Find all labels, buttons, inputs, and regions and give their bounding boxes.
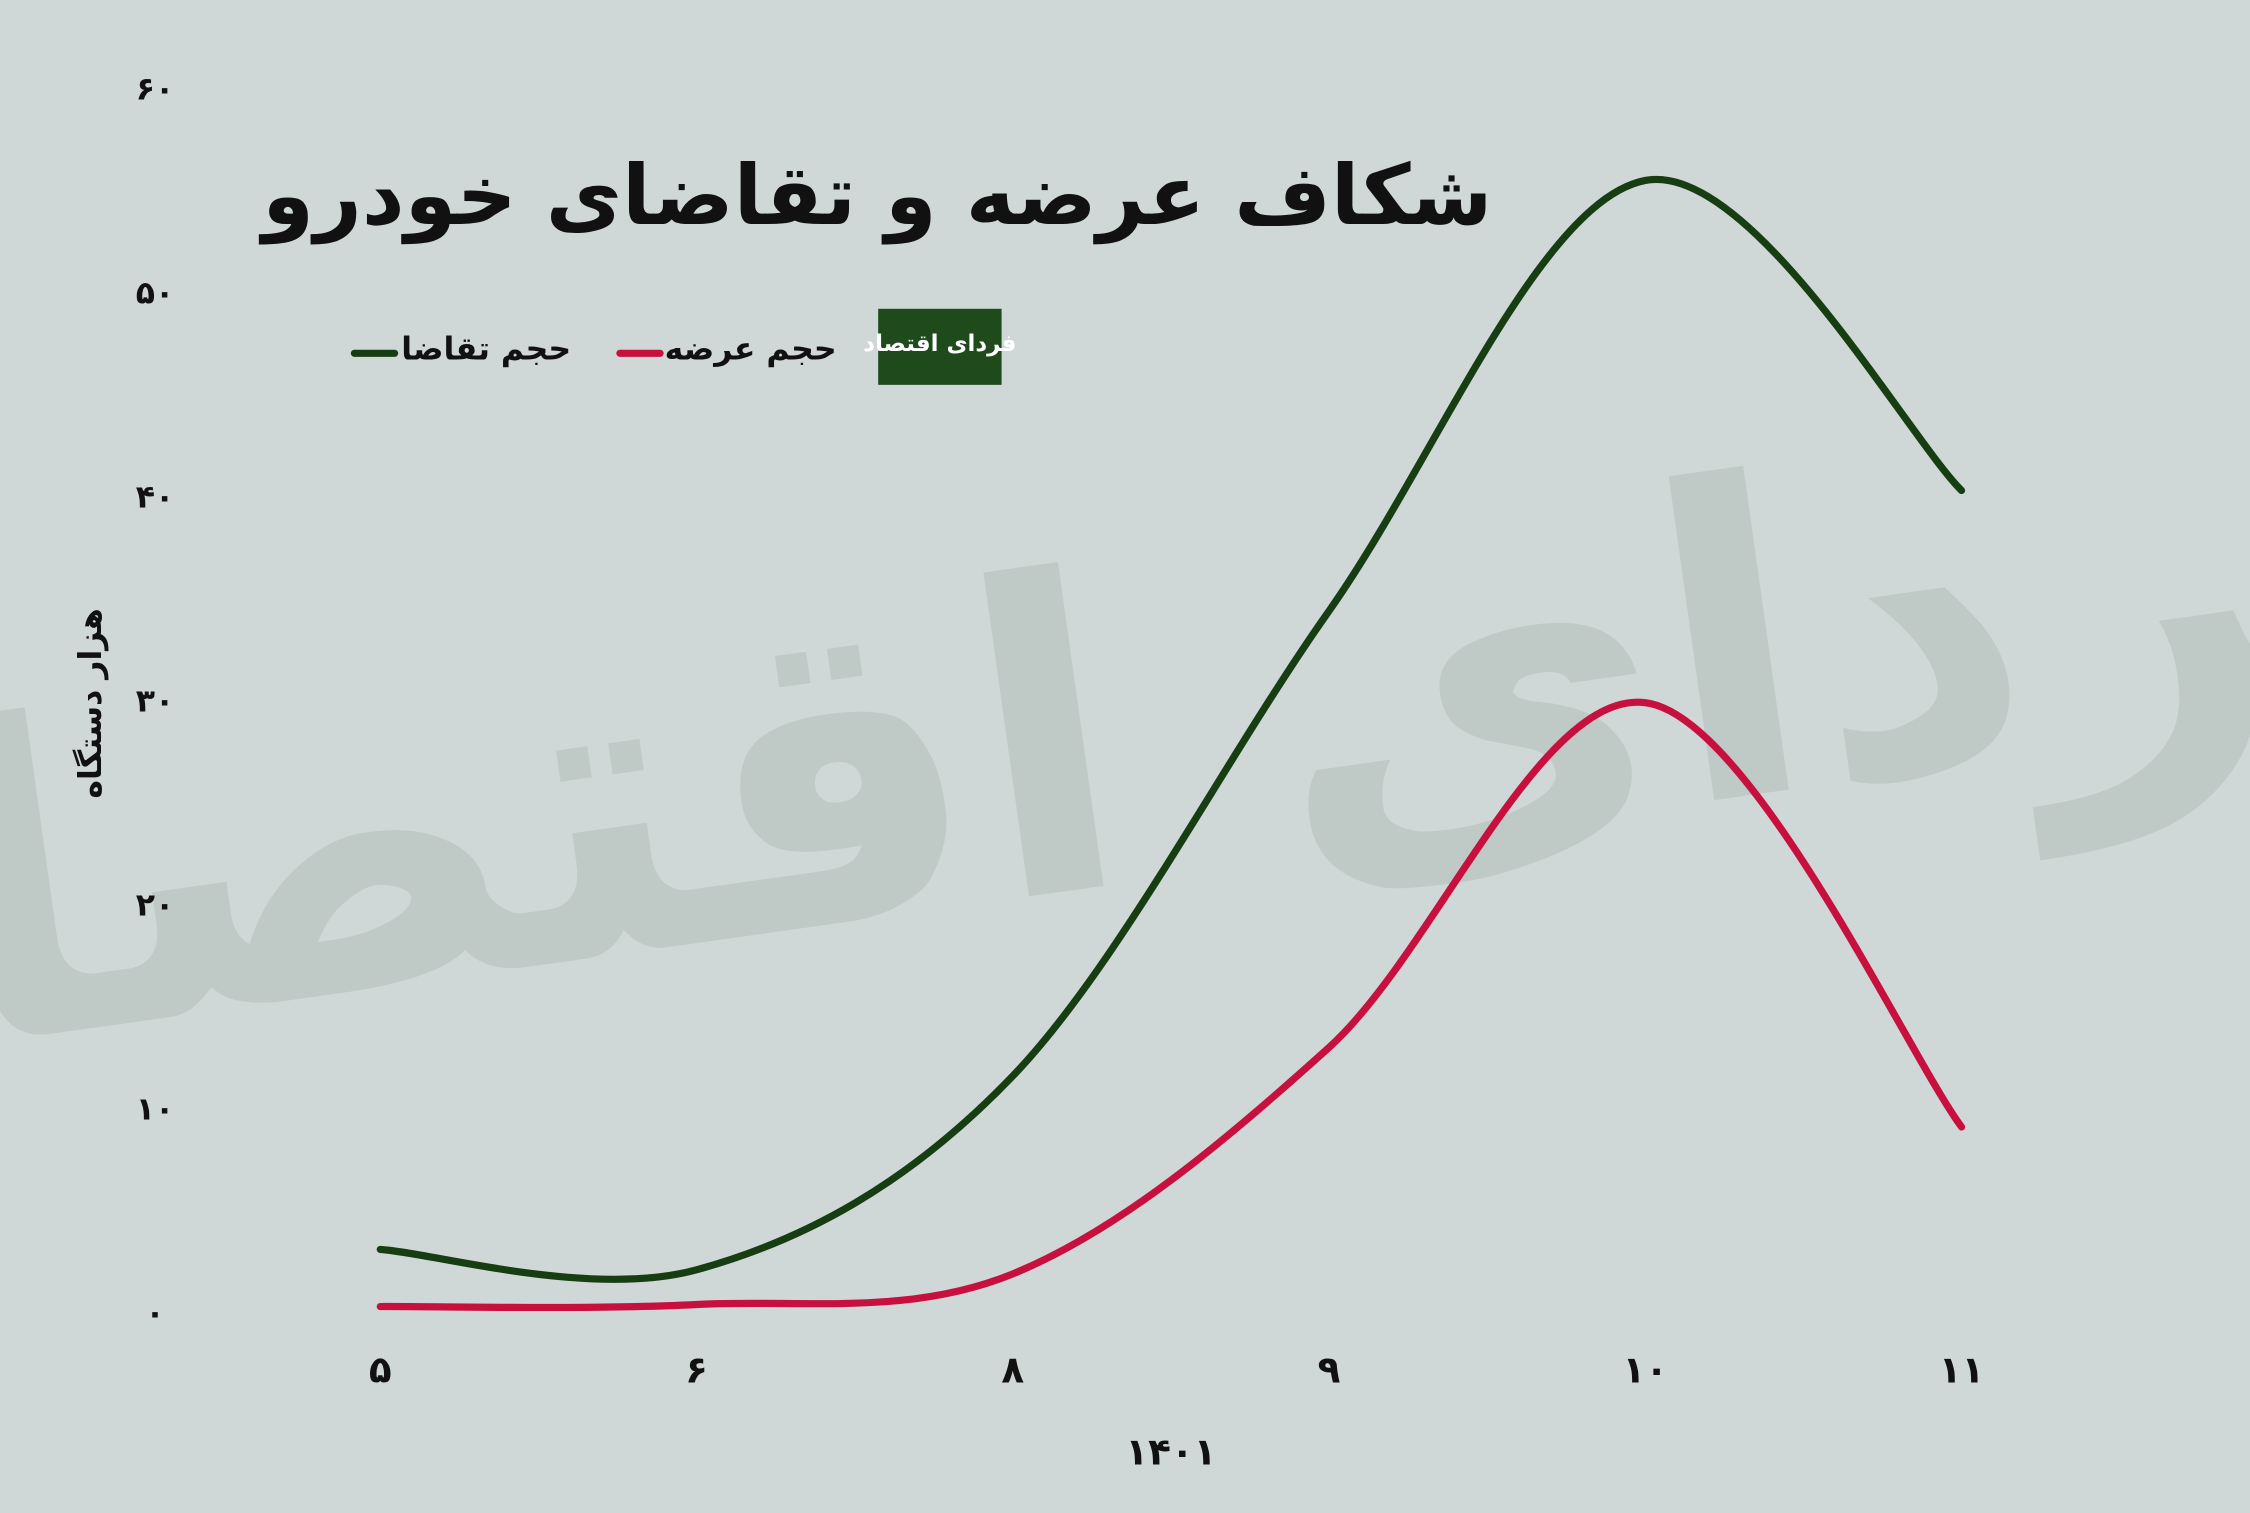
x-tick-label: ۱۰ <box>1623 1348 1669 1392</box>
y-tick-label: ۰ <box>145 1296 164 1332</box>
chart-title: شکاف عرضه و تقاضای خودرو <box>258 147 1492 245</box>
x-tick-label: ۸ <box>1001 1348 1024 1392</box>
x-axis-label: ۱۴۰۱ <box>1125 1429 1216 1473</box>
y-axis-label: هزار دستگاه <box>72 608 109 798</box>
y-tick-label: ۱۰ <box>136 1092 175 1128</box>
line <box>376 175 1966 1283</box>
logo-box <box>878 308 1002 385</box>
logo-text: فردای اقتصاد <box>863 331 1016 357</box>
y-tick-label: ۵۰ <box>136 276 175 312</box>
legend-label: حجم تقاضا <box>401 331 571 367</box>
legend-label: حجم عرضه <box>665 331 837 367</box>
y-tick-label: ۴۰ <box>136 480 175 516</box>
y-tick-label: ۶۰ <box>136 72 175 108</box>
x-tick-label: ۵ <box>369 1348 392 1392</box>
x-tick-label: ۹ <box>1318 1348 1341 1392</box>
y-tick-label: ۳۰ <box>136 684 175 720</box>
x-tick-label: ۶ <box>685 1348 708 1392</box>
y-tick-label: ۲۰ <box>136 888 175 924</box>
x-tick-label: ۱۱ <box>1939 1348 1985 1392</box>
line <box>376 698 1966 1312</box>
